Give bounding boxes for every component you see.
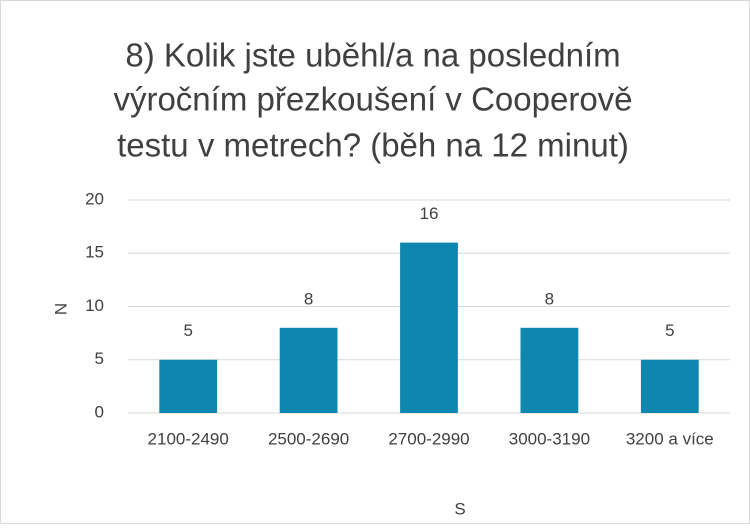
data-label: 5 (665, 321, 674, 340)
bar (400, 242, 458, 413)
data-label: 16 (420, 204, 439, 223)
x-tick-label: 3200 a více (626, 429, 714, 448)
data-label: 5 (183, 321, 192, 340)
y-tick-label: 20 (85, 189, 104, 208)
data-label: 8 (545, 289, 554, 308)
y-tick-label: 5 (95, 349, 104, 368)
x-axis-label: S (454, 499, 465, 518)
bar (279, 327, 338, 413)
chart-title-line: testu v metrech? (běh na 12 minut) (117, 127, 629, 164)
y-axis-label: N (51, 303, 70, 315)
x-tick-label: 2500-2690 (268, 429, 349, 448)
bar (159, 359, 218, 413)
data-label: 8 (304, 289, 313, 308)
bar (520, 327, 579, 413)
x-tick-label: 2700-2990 (388, 429, 469, 448)
x-tick-label: 3000-3190 (509, 429, 590, 448)
y-tick-label: 15 (85, 243, 104, 262)
bar (640, 359, 699, 413)
chart-title-line: 8) Kolik jste uběhl/a na posledním (125, 37, 620, 74)
y-tick-label: 10 (85, 296, 104, 315)
x-tick-label: 2100-2490 (148, 429, 229, 448)
chart-title-line: výročním přezkoušení v Cooperově (113, 81, 632, 118)
y-tick-label: 0 (95, 402, 104, 421)
